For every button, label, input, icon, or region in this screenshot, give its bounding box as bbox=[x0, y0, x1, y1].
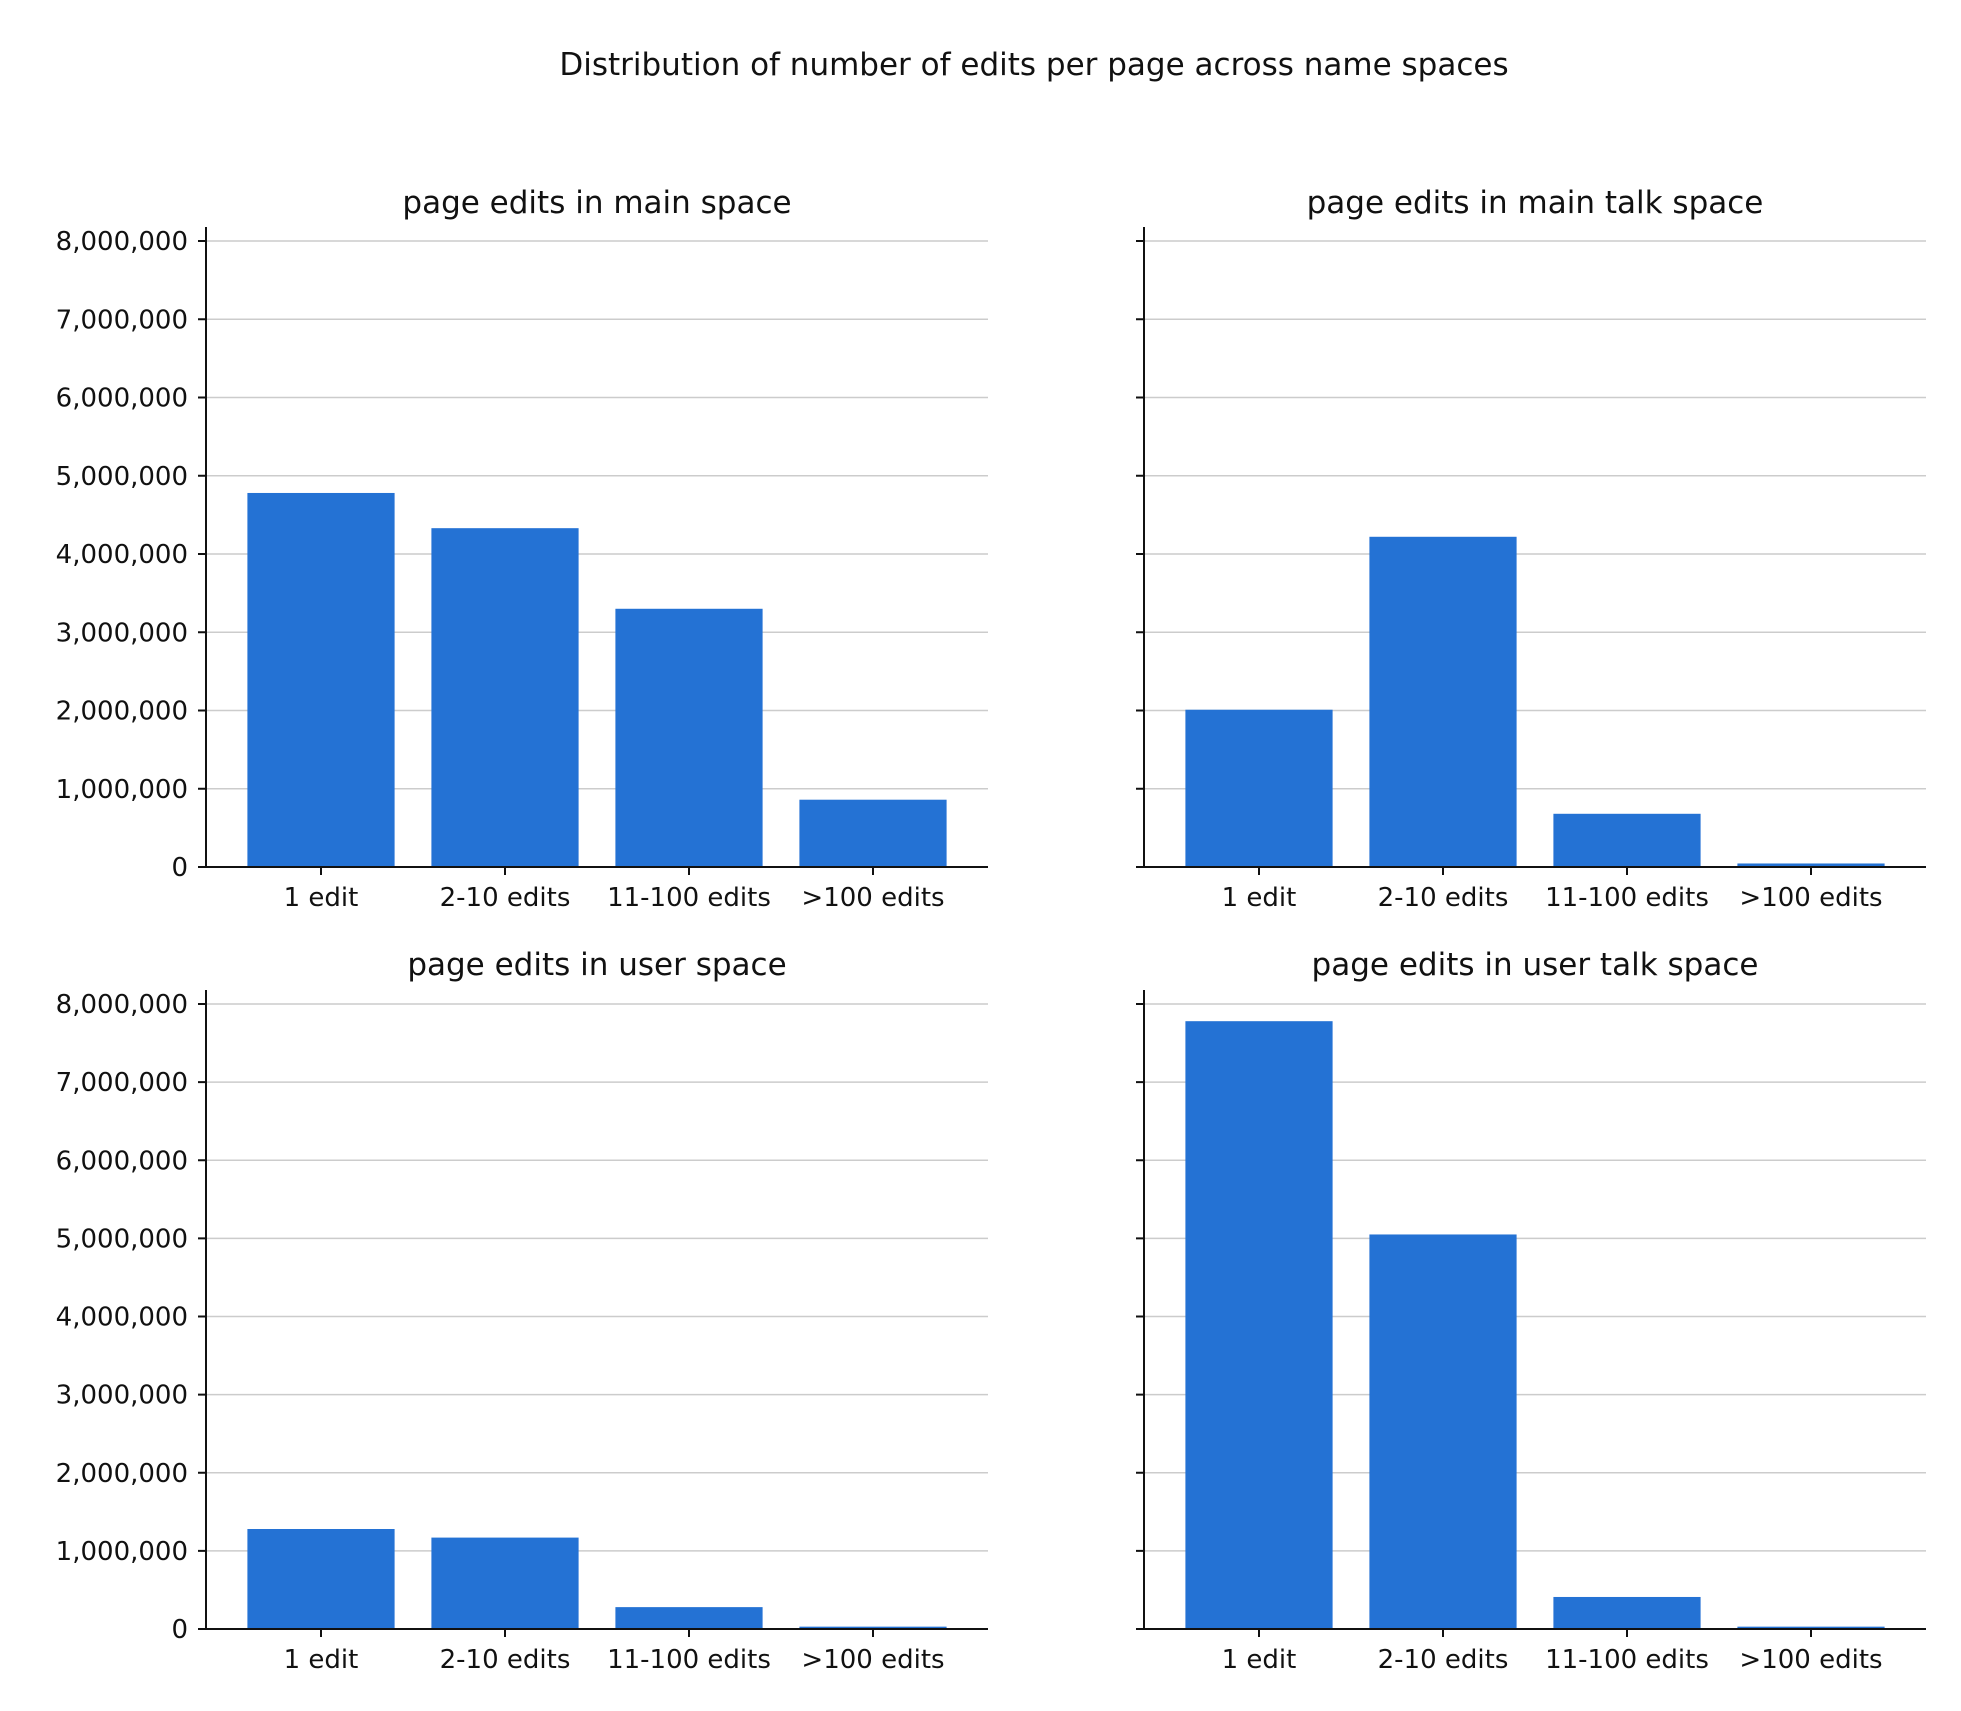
bar-11-100-edits bbox=[1553, 813, 1701, 867]
figure-title: Distribution of number of edits per page… bbox=[559, 47, 1508, 83]
x-tick-label-1-edit: 1 edit bbox=[284, 1645, 359, 1675]
bar-100-edits bbox=[799, 1626, 947, 1629]
y-tick-label: 5,000,000 bbox=[56, 1224, 188, 1254]
bar-1-edit bbox=[247, 492, 395, 867]
bar-2-10-edits bbox=[431, 1537, 579, 1629]
x-tick-label-2-10-edits: 2-10 edits bbox=[1378, 1645, 1509, 1675]
x-tick-label-1-edit: 1 edit bbox=[284, 883, 359, 913]
bar-1-edit bbox=[1185, 1021, 1333, 1629]
y-tick-label: 2,000,000 bbox=[56, 697, 188, 727]
bar-100-edits bbox=[799, 799, 947, 867]
chart-panel-main-talk-space: 1 edit 2-10 edits 11-100 edits >100 edits pa… bbox=[1136, 185, 1926, 913]
chart-panel-user-talk-space: 1 edit 2-10 edits 11-100 edits >100 edits pa… bbox=[1136, 947, 1926, 1675]
x-tick-label-2-10-edits: 2-10 edits bbox=[1378, 883, 1509, 913]
x-tick-label-2-10-edits: 2-10 edits bbox=[440, 1645, 571, 1675]
y-tick-label: 1,000,000 bbox=[56, 775, 188, 805]
x-tick-label-100-edits: >100 edits bbox=[1739, 1645, 1882, 1675]
bar-2-10-edits bbox=[1369, 1234, 1517, 1629]
panel-title: page edits in user space bbox=[407, 947, 786, 983]
y-tick-label: 1,000,000 bbox=[56, 1537, 188, 1567]
y-tick-label: 3,000,000 bbox=[56, 618, 188, 648]
x-tick-label-100-edits: >100 edits bbox=[801, 883, 944, 913]
bar-11-100-edits bbox=[615, 608, 763, 867]
panel-title: page edits in main space bbox=[402, 185, 791, 221]
y-tick-label: 2,000,000 bbox=[56, 1459, 188, 1489]
bar-100-edits bbox=[1737, 863, 1885, 867]
y-tick-label: 5,000,000 bbox=[56, 462, 188, 492]
y-tick-label: 7,000,000 bbox=[56, 1068, 188, 1098]
x-tick-label-1-edit: 1 edit bbox=[1222, 1645, 1297, 1675]
y-tick-label: 6,000,000 bbox=[56, 384, 188, 414]
y-tick-label: 8,000,000 bbox=[56, 227, 188, 257]
x-tick-label-100-edits: >100 edits bbox=[801, 1645, 944, 1675]
y-tick-label: 0 bbox=[171, 1615, 188, 1645]
bar-11-100-edits bbox=[615, 1607, 763, 1629]
bar-100-edits bbox=[1737, 1626, 1885, 1629]
panel-title: page edits in user talk space bbox=[1312, 947, 1759, 983]
y-tick-label: 7,000,000 bbox=[56, 305, 188, 335]
bar-1-edit bbox=[1185, 709, 1333, 867]
y-tick-label: 4,000,000 bbox=[56, 540, 188, 570]
panel-title: page edits in main talk space bbox=[1307, 185, 1764, 221]
chart-panel-user-space: 0 1,000,000 2,000,000 3,000,000 4,000,000 5,0… bbox=[56, 947, 988, 1675]
bar-1-edit bbox=[247, 1529, 395, 1629]
x-tick-label-2-10-edits: 2-10 edits bbox=[440, 883, 571, 913]
x-tick-label-1-edit: 1 edit bbox=[1222, 883, 1297, 913]
y-tick-label: 0 bbox=[171, 853, 188, 883]
x-tick-label-100-edits: >100 edits bbox=[1739, 883, 1882, 913]
x-tick-label-11-100-edits: 11-100 edits bbox=[607, 1645, 771, 1675]
x-tick-label-11-100-edits: 11-100 edits bbox=[1545, 883, 1709, 913]
bar-11-100-edits bbox=[1553, 1596, 1701, 1629]
y-tick-label: 6,000,000 bbox=[56, 1146, 188, 1176]
x-tick-label-11-100-edits: 11-100 edits bbox=[1545, 1645, 1709, 1675]
chart-panel-main-space: 0 1,000,000 2,000,000 3,000,000 4,000,000 5,0… bbox=[56, 185, 988, 913]
bar-2-10-edits bbox=[1369, 536, 1517, 867]
y-tick-label: 4,000,000 bbox=[56, 1303, 188, 1333]
y-tick-label: 3,000,000 bbox=[56, 1381, 188, 1411]
x-tick-label-11-100-edits: 11-100 edits bbox=[607, 883, 771, 913]
y-tick-label: 8,000,000 bbox=[56, 990, 188, 1020]
bar-2-10-edits bbox=[431, 528, 579, 867]
